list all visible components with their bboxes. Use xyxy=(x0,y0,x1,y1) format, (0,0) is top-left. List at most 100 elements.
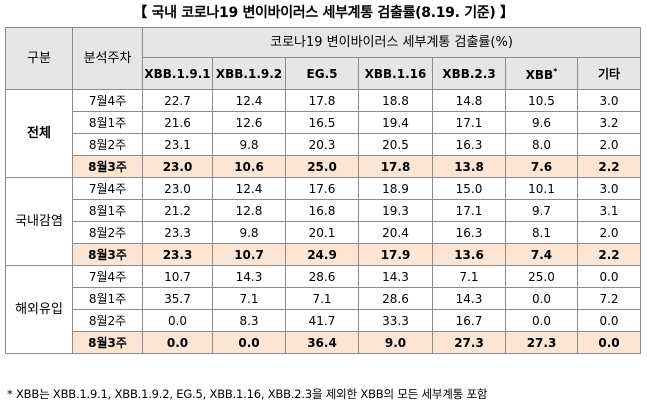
value-cell: 2.0 xyxy=(577,221,641,244)
value-cell: 23.3 xyxy=(142,243,213,266)
value-cell: 0.0 xyxy=(577,265,641,288)
value-cell: 36.4 xyxy=(285,331,359,354)
value-cell: 8.0 xyxy=(505,133,578,156)
value-cell: 23.0 xyxy=(142,177,213,200)
value-cell: 9.7 xyxy=(505,199,578,222)
value-cell: 23.1 xyxy=(142,133,213,156)
header-variant: XBB.1.9.1 xyxy=(142,57,213,90)
header-variant: 기타 xyxy=(577,57,641,90)
group-label: 해외유입 xyxy=(5,265,73,354)
table-row: 전체 7월4주 22.7 12.4 17.8 18.8 14.8 10.5 3.0 xyxy=(5,89,641,178)
header-variant: XBB.1.9.2 xyxy=(212,57,286,90)
value-cell: 19.4 xyxy=(358,111,433,134)
value-cell: 10.6 xyxy=(212,155,286,178)
value-cell: 0.0 xyxy=(505,287,578,310)
group-label: 전체 xyxy=(5,89,73,178)
value-cell: 27.3 xyxy=(432,331,506,354)
value-cell: 20.5 xyxy=(358,133,433,156)
value-cell: 16.3 xyxy=(432,221,506,244)
table-row: 8월1주 21.2 12.8 16.8 19.3 17.1 9.7 3.1 xyxy=(6,199,641,222)
value-cell: 9.8 xyxy=(212,221,286,244)
value-cell: 9.6 xyxy=(505,111,578,134)
week-label: 8월3주 xyxy=(72,331,143,354)
week-label: 7월4주 xyxy=(72,177,143,200)
value-cell: 0.0 xyxy=(142,309,213,332)
week-label: 8월2주 xyxy=(72,221,143,244)
week-label: 8월2주 xyxy=(72,133,143,156)
value-cell: 14.3 xyxy=(358,265,433,288)
header-variant-xbb: XBB* xyxy=(505,57,578,90)
value-cell: 7.2 xyxy=(577,287,641,310)
table-row: 8월3주 0.0 0.0 36.4 9.0 27.3 27.3 0.0 xyxy=(6,331,641,354)
table-row: 8월1주 21.6 12.6 16.5 19.4 17.1 9.6 3.2 xyxy=(6,111,641,134)
value-cell: 41.7 xyxy=(285,309,359,332)
value-cell: 28.6 xyxy=(358,287,433,310)
value-cell: 23.3 xyxy=(142,221,213,244)
header-variant: EG.5 xyxy=(285,57,359,90)
week-label: 8월2주 xyxy=(72,309,143,332)
value-cell: 0.0 xyxy=(212,331,286,354)
week-label: 8월3주 xyxy=(72,155,143,178)
value-cell: 3.0 xyxy=(577,89,641,112)
value-cell: 17.8 xyxy=(285,89,359,112)
header-variant: XBB.1.16 xyxy=(358,57,433,90)
week-label: 8월1주 xyxy=(72,111,143,134)
table-row: 8월1주 35.7 7.1 7.1 28.6 14.3 0.0 7.2 xyxy=(6,287,641,310)
value-cell: 20.1 xyxy=(285,221,359,244)
value-cell: 9.0 xyxy=(358,331,433,354)
value-cell: 21.2 xyxy=(142,199,213,222)
value-cell: 12.8 xyxy=(212,199,286,222)
value-cell: 2.2 xyxy=(577,243,641,266)
header-variant-label: XBB xyxy=(525,68,554,82)
value-cell: 33.3 xyxy=(358,309,433,332)
value-cell: 25.0 xyxy=(505,265,578,288)
value-cell: 16.3 xyxy=(432,133,506,156)
value-cell: 17.1 xyxy=(432,199,506,222)
header-variant: XBB.2.3 xyxy=(432,57,506,90)
header-main: 코로나19 변이바이러스 세부계통 검출률(%) xyxy=(142,27,641,58)
value-cell: 28.6 xyxy=(285,265,359,288)
value-cell: 25.0 xyxy=(285,155,359,178)
footnote-mark: * xyxy=(553,67,558,76)
table-row: 8월3주 23.3 10.7 24.9 17.9 13.6 7.4 2.2 xyxy=(6,243,641,266)
value-cell: 10.1 xyxy=(505,177,578,200)
value-cell: 12.6 xyxy=(212,111,286,134)
value-cell: 13.8 xyxy=(432,155,506,178)
value-cell: 20.4 xyxy=(358,221,433,244)
value-cell: 27.3 xyxy=(505,331,578,354)
group-label: 국내감염 xyxy=(5,177,73,266)
value-cell: 12.4 xyxy=(212,177,286,200)
value-cell: 14.3 xyxy=(212,265,286,288)
value-cell: 35.7 xyxy=(142,287,213,310)
value-cell: 17.8 xyxy=(358,155,433,178)
value-cell: 0.0 xyxy=(142,331,213,354)
value-cell: 3.0 xyxy=(577,177,641,200)
week-label: 7월4주 xyxy=(72,89,143,112)
value-cell: 18.8 xyxy=(358,89,433,112)
header-week: 분석주차 xyxy=(72,27,143,90)
value-cell: 15.0 xyxy=(432,177,506,200)
table-title: 【 국내 코로나19 변이바이러스 세부계통 검출률(8.19. 기준) 】 xyxy=(133,5,514,21)
value-cell: 18.9 xyxy=(358,177,433,200)
week-label: 8월1주 xyxy=(72,287,143,310)
value-cell: 0.0 xyxy=(505,309,578,332)
value-cell: 13.6 xyxy=(432,243,506,266)
value-cell: 22.7 xyxy=(142,89,213,112)
value-cell: 12.4 xyxy=(212,89,286,112)
table-row: 해외유입 7월4주 10.7 14.3 28.6 14.3 7.1 25.0 0.0 xyxy=(5,265,641,354)
value-cell: 0.0 xyxy=(577,331,641,354)
value-cell: 16.8 xyxy=(285,199,359,222)
value-cell: 10.7 xyxy=(142,265,213,288)
value-cell: 17.9 xyxy=(358,243,433,266)
value-cell: 9.8 xyxy=(212,133,286,156)
value-cell: 24.9 xyxy=(285,243,359,266)
value-cell: 0.0 xyxy=(577,309,641,332)
value-cell: 2.0 xyxy=(577,133,641,156)
week-label: 8월3주 xyxy=(72,243,143,266)
week-label: 7월4주 xyxy=(72,265,143,288)
value-cell: 8.1 xyxy=(505,221,578,244)
value-cell: 7.1 xyxy=(285,287,359,310)
value-cell: 7.4 xyxy=(505,243,578,266)
value-cell: 10.5 xyxy=(505,89,578,112)
table-row: 8월3주 23.0 10.6 25.0 17.8 13.8 7.6 2.2 xyxy=(6,155,641,178)
